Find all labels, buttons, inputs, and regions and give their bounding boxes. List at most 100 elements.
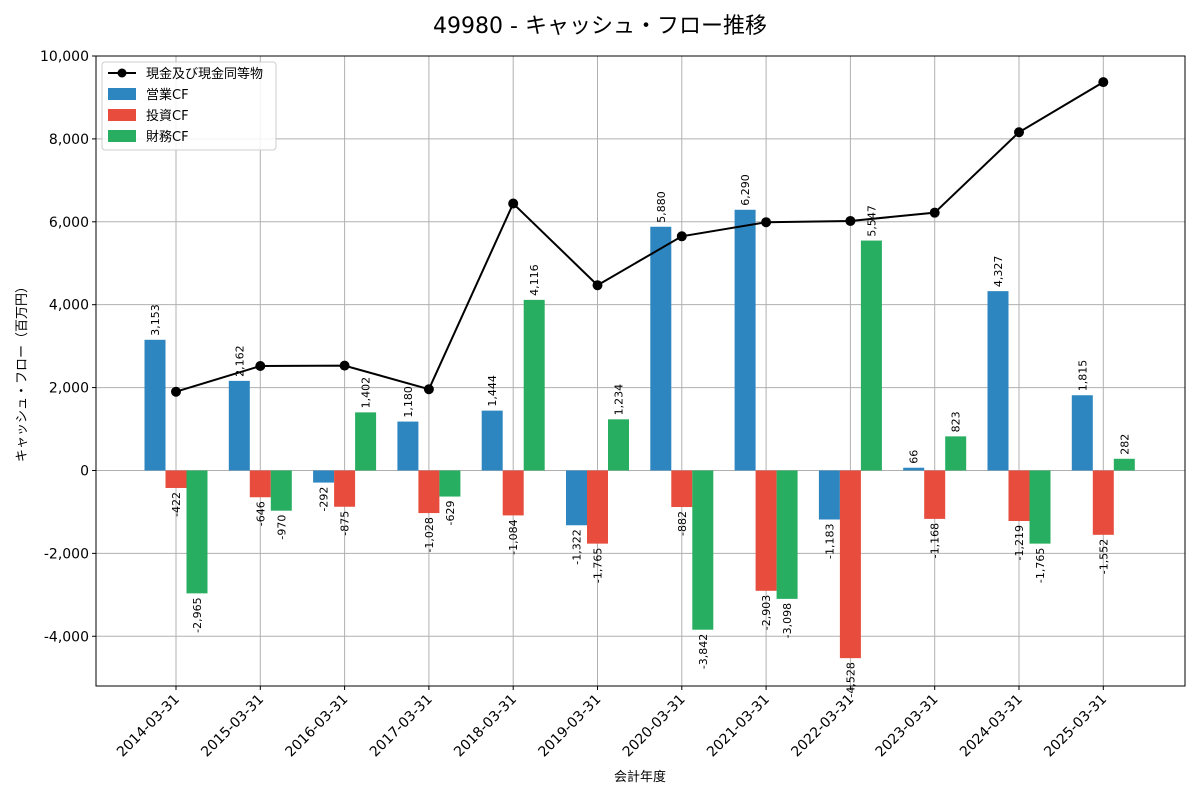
x-tick-label: 2016-03-31 [283,692,352,761]
bar-value-label: -4,528 [844,662,857,697]
bar-financing [270,470,292,511]
x-tick-label: 2017-03-31 [367,692,436,761]
bar-value-label: -422 [170,492,183,517]
legend-swatch-investing [108,109,136,121]
bar-investing [839,470,861,659]
x-tick-label: 2022-03-31 [788,692,857,761]
bar-financing [776,470,798,599]
legend-swatch-operating [108,88,136,100]
cash-line-point [676,231,687,242]
bar-investing [165,470,187,488]
bar-value-label: 3,153 [149,304,162,336]
bar-value-label: 1,444 [486,375,499,407]
bar-value-label: -646 [254,501,267,526]
legend-line-marker [117,68,127,78]
grid [96,55,1185,686]
bar-value-label: 5,547 [865,205,878,237]
bar-investing [249,470,271,498]
bar-value-label: -1,168 [929,523,942,558]
bar-value-label: 823 [950,411,963,432]
bar-value-label: -1,322 [571,529,584,564]
y-tick-label: 6,000 [49,215,89,231]
bar-financing [860,240,882,471]
bar-financing [692,470,714,630]
y-tick-label: -2,000 [44,546,89,562]
bar-value-label: -292 [318,487,331,512]
bar-investing [334,470,356,507]
bar-investing [587,470,608,544]
x-tick-label: 2025-03-31 [1041,692,1110,761]
bar-value-label: 1,815 [1076,360,1089,392]
bar-value-label: 1,234 [613,384,626,416]
bar-operating [144,339,166,471]
y-ticks: -4,000 -2,000 0 2,000 4,000 6,000 8,000 10,000 [40,49,96,645]
bar-financing [1113,458,1135,471]
bar-investing [671,470,693,508]
bar-financing [355,412,377,471]
bar-investing [924,470,946,519]
bar-value-label: -970 [275,515,288,540]
bar-operating [228,380,250,471]
cash-line [171,77,1109,397]
bar-operating [734,209,756,471]
cash-line-point [171,386,181,397]
bar-value-label: -629 [444,501,457,526]
bars [144,209,1135,659]
bar-operating [313,470,335,483]
bar-operating [903,467,925,471]
bar-value-label: -1,028 [423,517,436,552]
x-tick-label: 2014-03-31 [114,692,183,761]
cash-line-point [255,361,266,372]
bar-value-label: 4,116 [528,264,541,296]
x-tick-label: 2020-03-31 [620,692,689,761]
bar-value-label: -1,552 [1097,539,1110,574]
bar-value-label: -882 [676,511,689,536]
legend-swatch-financing [108,130,136,142]
bar-operating [397,421,419,471]
cash-line-point [761,217,772,228]
x-tick-label: 2015-03-31 [198,692,267,761]
bar-financing [186,470,208,594]
bar-value-label: -875 [339,511,352,536]
plot-frame [95,55,1186,687]
bar-value-label: -1,219 [1013,525,1026,560]
bar-value-label: -3,098 [781,603,794,638]
bar-operating [987,291,1009,471]
cash-line-point [845,215,856,226]
bar-value-label: 282 [1118,434,1131,455]
bar-value-label: 6,290 [739,174,752,206]
bar-value-label: 2,162 [233,345,246,377]
bar-operating [1071,395,1093,471]
x-tick-label: 2021-03-31 [704,692,773,761]
bar-value-label: 66 [908,450,921,464]
x-tick-label: 2019-03-31 [535,692,604,761]
bar-financing [945,436,967,471]
bar-value-label: 1,402 [360,377,373,409]
legend-label: 営業CF [146,87,189,103]
y-tick-label: 4,000 [49,298,89,314]
bar-value-label: -1,084 [507,519,520,554]
bar-value-label: 5,880 [655,191,668,223]
bar-value-label: -1,765 [1034,548,1047,583]
y-tick-label: 8,000 [49,132,89,148]
legend-label: 現金及び現金同等物 [146,66,263,82]
bar-investing [418,470,440,514]
cash-line-point [339,360,350,371]
bar-value-label: -2,965 [191,597,204,632]
bar-investing [1008,470,1030,521]
bar-financing [523,299,545,471]
x-ticks: 2014-03-31 2015-03-31 2016-03-31 2017-03-31… [114,686,1110,760]
y-axis-label: キャッシュ・フロー（百万円） [15,280,30,462]
bar-financing [1029,470,1051,544]
y-tick-label: 2,000 [49,381,89,397]
bar-investing [755,470,777,591]
cash-line-point [929,207,940,218]
bar-value-label: 4,327 [992,256,1005,288]
y-tick-label: 0 [80,463,89,479]
legend-label: 財務CF [146,130,189,145]
bar-value-label: -1,765 [592,548,605,583]
bar-operating [566,470,587,526]
bar-operating [650,226,672,471]
